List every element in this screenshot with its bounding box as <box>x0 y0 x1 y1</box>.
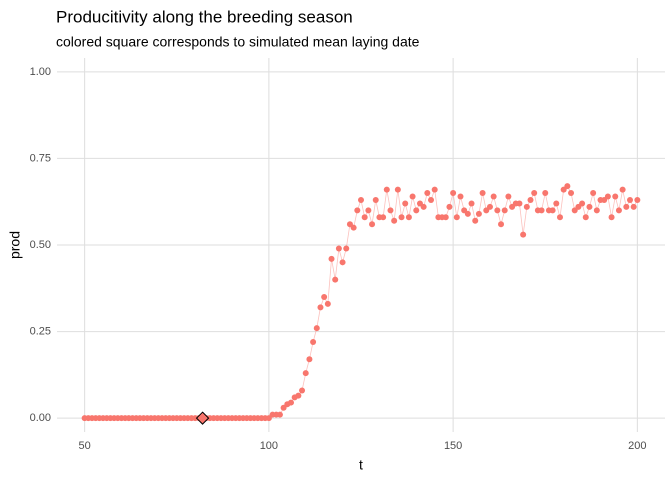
y-tick-label: 0.00 <box>30 412 51 424</box>
point <box>306 356 313 363</box>
x-axis-label: t <box>359 457 363 473</box>
point <box>450 190 457 197</box>
x-tick-label: 200 <box>628 440 646 452</box>
point <box>343 245 350 252</box>
point <box>634 196 641 203</box>
point <box>394 186 401 193</box>
point <box>365 207 372 214</box>
point <box>612 193 619 200</box>
point <box>409 193 416 200</box>
point <box>402 200 409 207</box>
series-line <box>84 185 638 419</box>
point <box>556 214 563 221</box>
y-axis-label: prod <box>7 231 23 259</box>
point <box>549 207 556 214</box>
point <box>619 186 626 193</box>
point <box>479 190 486 197</box>
y-tick-label: 0.25 <box>30 325 51 337</box>
x-tick-label: 100 <box>260 440 278 452</box>
point <box>335 245 342 252</box>
point <box>604 193 611 200</box>
point <box>531 190 538 197</box>
highlight-point <box>195 411 210 425</box>
point <box>468 200 475 207</box>
point <box>472 217 479 224</box>
point <box>369 221 376 228</box>
point <box>498 221 505 228</box>
point <box>553 200 560 207</box>
point <box>428 196 435 203</box>
point <box>405 214 412 221</box>
point <box>582 214 589 221</box>
point <box>339 259 346 266</box>
point <box>302 370 309 377</box>
point <box>413 207 420 214</box>
y-tick-label: 1.00 <box>30 66 51 78</box>
x-tick-label: 150 <box>444 440 462 452</box>
point <box>505 193 512 200</box>
point <box>287 399 294 406</box>
point <box>317 304 324 311</box>
point <box>516 200 523 207</box>
point <box>358 196 364 203</box>
point <box>398 214 405 221</box>
point <box>350 224 357 231</box>
point <box>276 411 283 418</box>
point <box>630 203 637 210</box>
point <box>372 196 379 203</box>
point <box>453 214 460 221</box>
point <box>564 183 571 190</box>
chart-title: Producitivity along the breeding season <box>56 7 353 26</box>
point <box>383 186 390 193</box>
point <box>299 387 306 394</box>
point <box>593 207 600 214</box>
point <box>424 190 431 197</box>
point <box>321 293 328 300</box>
point <box>590 190 597 197</box>
point <box>391 217 398 224</box>
point <box>586 203 593 210</box>
y-tick-label: 0.75 <box>30 152 51 164</box>
point <box>442 214 449 221</box>
point <box>446 203 453 210</box>
point <box>431 186 438 193</box>
point <box>313 325 320 332</box>
point <box>626 196 633 203</box>
point <box>494 207 501 214</box>
point <box>464 210 471 217</box>
point <box>523 203 530 210</box>
point <box>380 214 387 221</box>
point <box>475 210 482 217</box>
point <box>527 196 534 203</box>
point <box>486 203 493 210</box>
point <box>457 193 464 200</box>
y-tick-label: 0.50 <box>30 239 51 251</box>
point <box>328 255 335 262</box>
point <box>354 207 361 214</box>
point <box>520 231 527 238</box>
x-tick-label: 50 <box>79 440 91 452</box>
point <box>538 207 545 214</box>
point <box>501 207 508 214</box>
point <box>361 214 368 221</box>
point <box>387 207 394 214</box>
point <box>579 200 586 207</box>
chart-subtitle: colored square corresponds to simulated … <box>56 34 420 50</box>
point <box>568 190 575 197</box>
point <box>310 338 317 345</box>
point <box>324 300 331 307</box>
point <box>608 214 615 221</box>
point <box>615 207 622 214</box>
point <box>490 193 497 200</box>
point <box>623 203 630 210</box>
point <box>542 190 549 197</box>
point <box>420 203 427 210</box>
point <box>332 276 339 283</box>
point <box>295 392 302 399</box>
